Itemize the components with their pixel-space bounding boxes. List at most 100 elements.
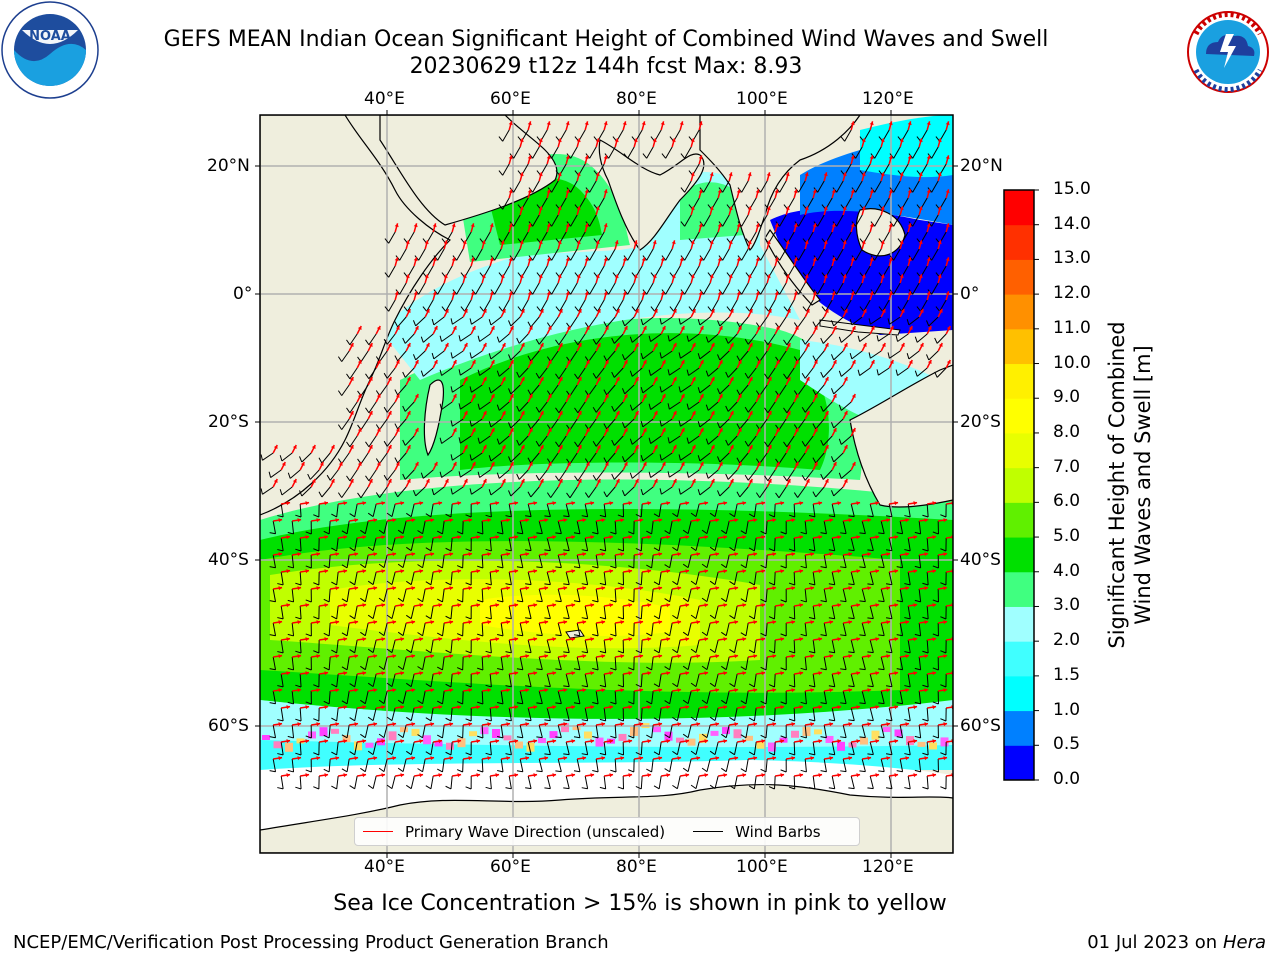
wind-barb-feather <box>269 736 276 739</box>
wave-arrow-head <box>481 274 486 279</box>
wave-arrow-head <box>888 223 893 228</box>
wave-arrow-head <box>449 518 454 523</box>
wind-barb-staff <box>687 554 692 568</box>
wind-barb-staff <box>538 520 543 534</box>
wind-barb-feather <box>725 371 729 378</box>
wind-barb-feather <box>386 648 393 654</box>
wave-arrow-head <box>525 722 530 727</box>
wind-barb-feather <box>788 582 795 586</box>
wind-barb-feather <box>808 548 816 552</box>
wind-barb-feather <box>904 651 911 654</box>
wave-arrow-head <box>818 535 823 540</box>
wind-barb-feather <box>682 733 689 739</box>
wind-barb-staff <box>804 520 807 534</box>
wind-barb-staff <box>695 605 700 619</box>
wave-arrow-head <box>519 240 524 245</box>
wind-barb-staff <box>734 605 738 619</box>
wind-barb-staff <box>665 282 673 295</box>
wind-barb-feather <box>456 667 463 671</box>
wave-arrow-head <box>729 342 734 347</box>
wind-barb-feather <box>904 753 911 756</box>
wave-arrow-head <box>520 376 525 381</box>
wave-arrow-head <box>278 756 283 761</box>
wave-arrow-head <box>679 291 684 296</box>
wave-arrow-head <box>463 342 468 347</box>
wind-barb-staff <box>538 401 548 413</box>
wind-barb-feather <box>932 701 939 705</box>
wind-barb-feather <box>736 457 741 464</box>
wave-arrow-head <box>604 325 609 330</box>
wind-barb-feather <box>460 306 466 312</box>
wind-barb-feather <box>592 372 597 379</box>
wind-barb-feather <box>525 549 532 552</box>
wave-arrow-head <box>601 586 606 591</box>
wind-barb-feather <box>323 768 330 773</box>
wind-barb-staff <box>850 537 855 551</box>
wind-barb-feather <box>848 719 855 722</box>
wind-barb-feather <box>935 306 941 312</box>
australia-land <box>849 364 953 508</box>
wave-arrow-head <box>742 637 747 642</box>
wind-barb-feather <box>477 369 481 376</box>
wind-barb-feather <box>690 512 697 518</box>
wave-arrow-head <box>913 705 918 710</box>
wave-arrow-head <box>487 586 492 591</box>
wind-barb-feather <box>445 717 452 722</box>
wind-barb-staff <box>379 452 388 464</box>
wind-barb-staff <box>291 520 295 534</box>
wave-arrow-head <box>775 359 780 364</box>
wind-barb-feather <box>341 598 348 603</box>
wind-barb-feather <box>748 785 755 790</box>
wind-barb-staff <box>850 503 855 517</box>
wind-barb-staff <box>336 639 339 653</box>
wave-arrow-head <box>292 478 297 483</box>
wind-barb-feather <box>544 583 551 586</box>
wave-arrow-head <box>601 654 606 659</box>
wind-barb-staff <box>912 282 920 295</box>
wind-barb-staff <box>490 350 502 360</box>
wave-arrow-head <box>343 535 348 540</box>
wind-barb-feather <box>672 648 678 654</box>
wave-arrow-head <box>685 705 690 710</box>
sea-ice-cell <box>469 731 477 737</box>
wave-arrow-head <box>813 393 818 398</box>
wind-barb-staff <box>779 214 787 227</box>
wave-arrow-head <box>843 444 848 449</box>
wind-barb-staff <box>519 520 524 534</box>
wind-barb-staff <box>745 520 749 534</box>
wave-arrow-head <box>889 359 894 364</box>
wind-barb-staff <box>386 401 396 413</box>
wave-arrow-head <box>823 206 828 211</box>
wind-barb-staff <box>546 775 551 789</box>
wind-barb-staff <box>614 622 617 637</box>
wind-barb-feather <box>838 438 842 445</box>
wind-barb-feather <box>849 318 853 326</box>
wind-barb-feather <box>709 512 716 518</box>
wave-arrow-head <box>696 688 701 693</box>
wave-arrow-head <box>571 637 576 642</box>
wind-barb-feather <box>397 563 404 569</box>
wind-barb-staff <box>442 554 445 568</box>
wave-arrow-head <box>354 722 359 727</box>
wave-arrow-head <box>653 444 658 449</box>
wave-arrow-head <box>880 206 885 211</box>
wave-arrow-head <box>362 705 367 710</box>
wind-barb-staff <box>546 571 551 585</box>
wind-barb-feather <box>848 617 855 620</box>
wave-arrow-head <box>406 308 411 313</box>
wave-arrow-head <box>672 410 677 415</box>
wind-barb-feather <box>830 354 835 361</box>
wind-barb-feather <box>469 454 472 461</box>
wave-arrow-head <box>601 756 606 761</box>
wind-barb-staff <box>916 367 928 377</box>
wind-barb-staff <box>391 775 396 789</box>
wind-barb-staff <box>479 333 491 342</box>
wind-barb-feather <box>697 387 701 394</box>
wind-barb-feather <box>885 617 893 620</box>
wind-barb-staff <box>699 384 711 394</box>
wave-arrow-head <box>785 240 790 245</box>
wave-arrow-head <box>889 325 894 330</box>
wind-barb-feather <box>456 769 463 773</box>
wind-barb-feather <box>417 632 423 637</box>
wind-barb-staff <box>372 775 377 789</box>
